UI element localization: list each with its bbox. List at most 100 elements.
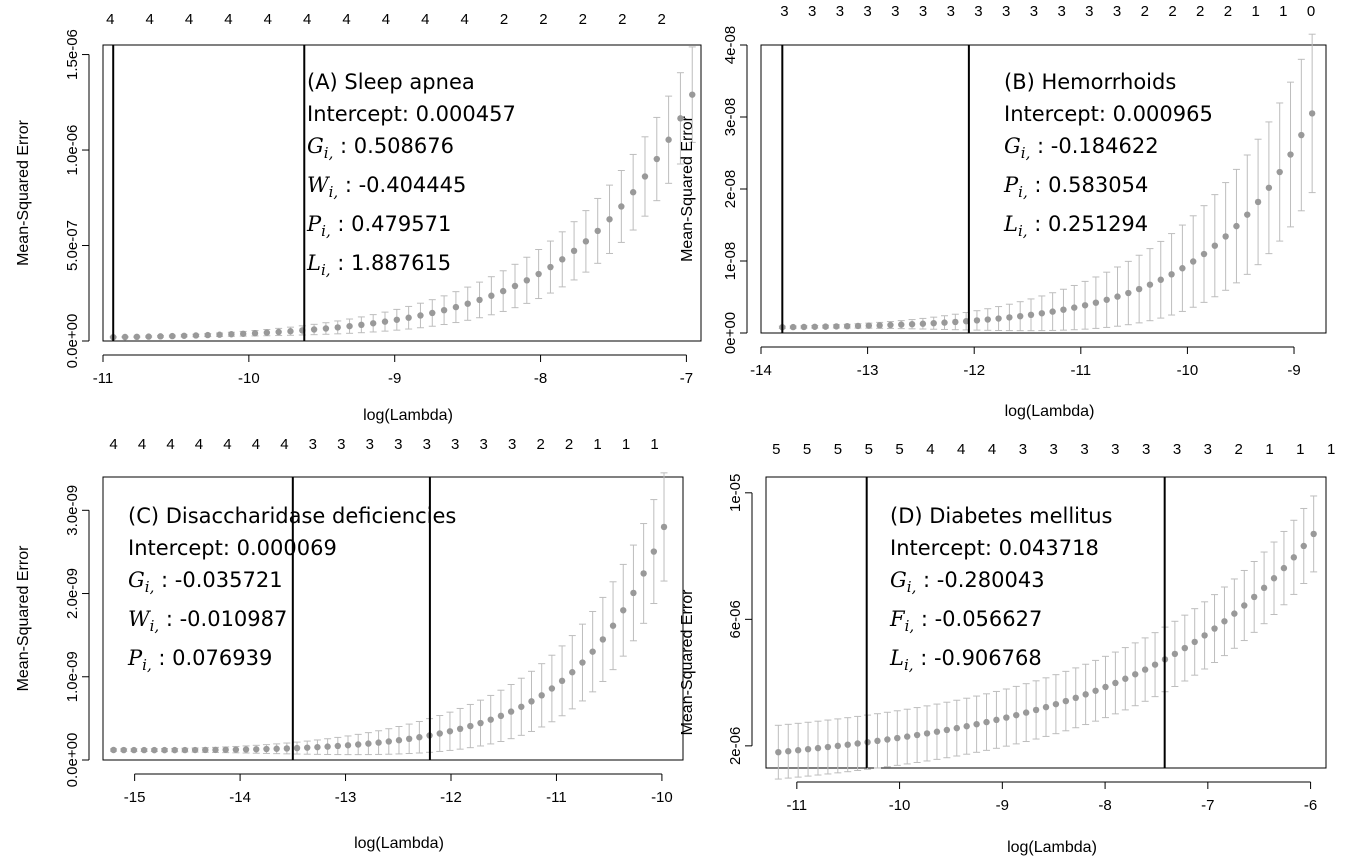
data-point xyxy=(876,322,883,329)
data-point xyxy=(814,744,822,752)
top-count-label: 3 xyxy=(1142,441,1150,458)
data-point xyxy=(844,741,851,748)
coefficient-subscript: i, xyxy=(321,222,331,240)
data-point xyxy=(304,744,311,751)
coefficient-row: Pi, : 0.583054 xyxy=(1004,169,1213,208)
coefficient-value: : -0.906768 xyxy=(913,646,1042,670)
data-point xyxy=(1082,691,1089,698)
data-point xyxy=(1250,593,1258,601)
x-tick-label: -11 xyxy=(546,789,567,806)
coefficient-value: : 0.583054 xyxy=(1027,173,1149,197)
data-point xyxy=(507,708,515,715)
top-count-label: 4 xyxy=(264,11,272,28)
data-point xyxy=(822,323,829,330)
x-tick-label: -15 xyxy=(124,789,146,806)
coefficient-row: Gi, : 0.508676 xyxy=(307,130,516,169)
top-count-label: 4 xyxy=(185,11,193,28)
plot-frame xyxy=(765,476,1327,769)
data-point xyxy=(440,306,448,314)
data-point xyxy=(804,745,812,753)
coefficient-row: Li, : 1.887615 xyxy=(307,247,516,286)
data-point xyxy=(570,247,578,255)
data-point xyxy=(1102,683,1109,691)
top-count-label: 4 xyxy=(166,436,174,453)
coefficient-symbol: W xyxy=(307,173,329,197)
top-count-label: 4 xyxy=(957,441,965,458)
data-point xyxy=(1231,610,1238,617)
top-count-label: 3 xyxy=(1057,3,1065,20)
data-point xyxy=(429,309,436,317)
y-tick-label: 1.5e-06 xyxy=(64,29,81,80)
data-point xyxy=(192,332,200,339)
data-point xyxy=(395,737,403,744)
data-point xyxy=(913,731,921,739)
x-tick-label: -8 xyxy=(534,370,547,387)
coefficient-symbol: L xyxy=(890,646,904,670)
data-point xyxy=(334,742,342,750)
y-tick-label: 4e-08 xyxy=(722,26,739,64)
top-count-label: 4 xyxy=(146,11,154,28)
coefficient-row: Wi, : -0.010987 xyxy=(128,603,456,642)
data-point xyxy=(653,155,660,163)
x-tick-label: -7 xyxy=(1201,797,1214,814)
data-point xyxy=(618,203,625,210)
y-tick-label: 2e-08 xyxy=(722,170,739,208)
top-count-label: 2 xyxy=(500,11,508,28)
data-point xyxy=(1022,709,1030,716)
data-point xyxy=(650,548,658,555)
top-count-label: 3 xyxy=(508,436,516,453)
top-count-label: 1 xyxy=(1265,441,1273,458)
data-point xyxy=(446,728,454,735)
x-tick-label: -10 xyxy=(651,789,673,806)
top-count-label: 3 xyxy=(480,436,488,453)
top-count-label: 5 xyxy=(772,441,780,458)
coefficient-value: : -0.056627 xyxy=(914,607,1043,631)
coefficient-value: : -0.280043 xyxy=(916,568,1045,592)
data-point xyxy=(943,726,951,734)
data-point xyxy=(1211,625,1218,632)
annotation-panel-c: (C) Disaccharidase deficiencies Intercept… xyxy=(128,500,456,681)
coefficient-subscript: i, xyxy=(904,617,915,635)
data-point xyxy=(1114,293,1121,300)
data-point xyxy=(1013,711,1020,719)
y-tick-label: 0.0e+00 xyxy=(64,733,81,788)
data-point xyxy=(324,743,331,750)
data-point xyxy=(161,746,168,754)
top-count-label: 2 xyxy=(539,11,547,28)
coefficient-symbol: G xyxy=(1004,134,1021,158)
top-count-label: 3 xyxy=(1050,441,1058,458)
top-count-label: 1 xyxy=(1251,3,1259,20)
coefficient-row: Gi, : -0.035721 xyxy=(128,564,456,603)
coefficient-symbol: G xyxy=(307,134,324,158)
top-count-label: 3 xyxy=(1111,441,1119,458)
coefficient-value: : 0.251294 xyxy=(1027,212,1149,236)
intercept-value: Intercept: 0.000069 xyxy=(128,536,337,560)
top-count-label: 4 xyxy=(303,11,311,28)
data-point xyxy=(559,256,566,263)
top-count-label: 3 xyxy=(974,3,982,20)
top-count-label: 3 xyxy=(808,3,816,20)
x-axis-title: log(Lambda) xyxy=(363,407,453,424)
top-count-label: 3 xyxy=(1085,3,1093,20)
data-point xyxy=(547,263,554,271)
data-point xyxy=(884,736,891,743)
top-count-label: 2 xyxy=(1234,441,1242,458)
data-point xyxy=(995,315,1002,322)
top-count-label: 3 xyxy=(891,3,899,20)
x-tick-label: -9 xyxy=(1287,362,1300,379)
data-point xyxy=(1027,311,1035,319)
top-count-label: 1 xyxy=(1296,441,1304,458)
data-point xyxy=(854,740,861,747)
data-point xyxy=(1244,211,1251,218)
top-count-label: 1 xyxy=(650,436,658,453)
data-point xyxy=(824,743,832,751)
coefficient-symbol: P xyxy=(128,646,143,670)
data-point xyxy=(346,322,353,330)
y-tick-label: 1.0e-09 xyxy=(64,651,81,702)
data-point xyxy=(973,317,981,324)
data-point xyxy=(1049,308,1056,315)
data-point xyxy=(1141,666,1149,673)
data-point xyxy=(477,719,484,727)
top-count-label: 4 xyxy=(106,11,114,28)
data-point xyxy=(1276,168,1283,176)
